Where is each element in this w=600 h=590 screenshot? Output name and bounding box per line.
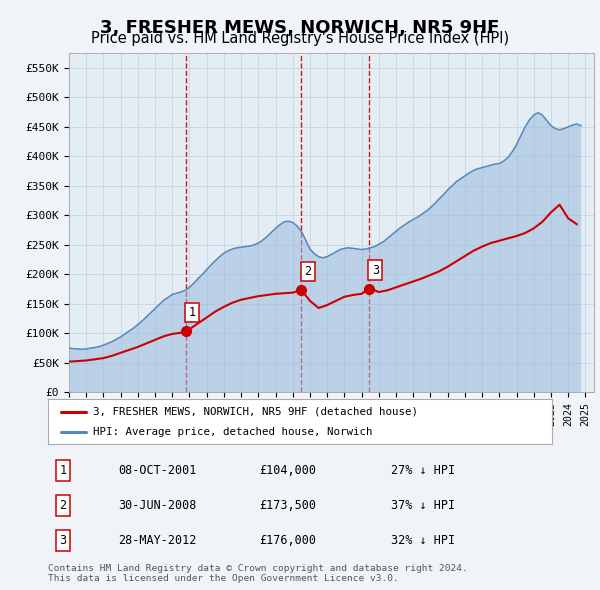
Text: £173,500: £173,500	[260, 499, 317, 512]
Text: 1: 1	[188, 306, 196, 319]
Text: 32% ↓ HPI: 32% ↓ HPI	[391, 534, 455, 547]
Text: 3: 3	[372, 264, 379, 277]
Text: 3: 3	[59, 534, 67, 547]
Text: £104,000: £104,000	[260, 464, 317, 477]
Text: 3, FRESHER MEWS, NORWICH, NR5 9HF (detached house): 3, FRESHER MEWS, NORWICH, NR5 9HF (detac…	[94, 407, 418, 417]
Text: Price paid vs. HM Land Registry's House Price Index (HPI): Price paid vs. HM Land Registry's House …	[91, 31, 509, 46]
Text: 28-MAY-2012: 28-MAY-2012	[119, 534, 197, 547]
Text: 1: 1	[59, 464, 67, 477]
Text: 08-OCT-2001: 08-OCT-2001	[119, 464, 197, 477]
Text: 3, FRESHER MEWS, NORWICH, NR5 9HF: 3, FRESHER MEWS, NORWICH, NR5 9HF	[100, 19, 500, 37]
Text: 30-JUN-2008: 30-JUN-2008	[119, 499, 197, 512]
Text: 2: 2	[304, 265, 311, 278]
Text: 27% ↓ HPI: 27% ↓ HPI	[391, 464, 455, 477]
Text: HPI: Average price, detached house, Norwich: HPI: Average price, detached house, Norw…	[94, 427, 373, 437]
Text: 37% ↓ HPI: 37% ↓ HPI	[391, 499, 455, 512]
Text: 2: 2	[59, 499, 67, 512]
Text: Contains HM Land Registry data © Crown copyright and database right 2024.
This d: Contains HM Land Registry data © Crown c…	[48, 563, 468, 583]
Text: £176,000: £176,000	[260, 534, 317, 547]
